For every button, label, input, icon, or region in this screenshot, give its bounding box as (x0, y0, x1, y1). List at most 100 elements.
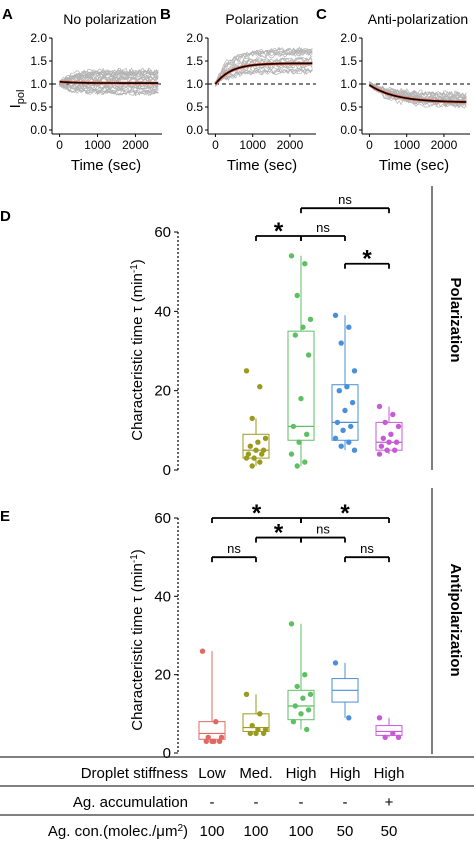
data-point (249, 415, 255, 422)
table-cell: - (254, 794, 259, 811)
trace-line (215, 56, 313, 85)
data-point (249, 722, 255, 729)
y-tick-label: 20 (154, 383, 171, 400)
data-point (344, 384, 350, 390)
y-tick-label: 0.0 (340, 123, 357, 137)
data-point (260, 730, 267, 737)
significance-label: ns (316, 220, 330, 235)
trace-line (369, 81, 467, 98)
data-point (253, 730, 259, 737)
data-point (395, 423, 402, 430)
data-point (332, 312, 339, 318)
panel-a-xlabel: Time (sec) (71, 157, 141, 174)
y-tick-label: 0.5 (186, 100, 203, 114)
significance-label: * (362, 246, 372, 273)
significance-label: * (340, 500, 350, 527)
data-point (262, 435, 269, 441)
box-iqr (375, 725, 403, 736)
data-point (290, 423, 297, 430)
data-point (288, 253, 295, 259)
data-point (243, 368, 250, 374)
x-tick-label: 0 (212, 138, 219, 152)
x-tick-label: 0 (366, 138, 373, 152)
data-point (351, 447, 358, 453)
table-cell: + (385, 794, 394, 811)
data-point (300, 324, 306, 330)
data-point (243, 455, 250, 461)
data-point (294, 683, 300, 690)
table-cell: - (343, 794, 348, 811)
data-point (307, 316, 314, 322)
y-tick-label: 1.5 (340, 54, 357, 68)
significance-label: ns (360, 541, 374, 556)
data-point (247, 443, 253, 449)
panel-a-plot: 0.0 0.5 1.0 1.5 2.0 0 1000 2000 (30, 31, 162, 152)
table-cell: Low (198, 765, 226, 782)
data-point (253, 447, 259, 453)
data-point (288, 621, 295, 627)
data-point (395, 734, 402, 740)
trace-line (59, 83, 159, 96)
data-point (216, 738, 223, 744)
panel-e-plot: 0 20 40 60 * * * ns ns ns (154, 500, 403, 762)
data-point (346, 439, 352, 445)
panel-e-side-label-group: Antipolarization (447, 563, 464, 676)
top-ylabel-main: I (7, 104, 24, 108)
data-point (300, 695, 306, 701)
trace-line (59, 84, 159, 94)
fit-line-mean (368, 84, 467, 103)
trace-line (215, 49, 313, 84)
table-row-concentration-label-main: Ag. con.(molec./μm (48, 823, 178, 840)
data-point (251, 455, 257, 461)
panel-letter-a: A (2, 6, 13, 23)
panel-e-ylabel-close: ) (129, 549, 146, 554)
table-cell: - (299, 794, 304, 811)
data-point (342, 407, 348, 414)
y-tick-label: 1.0 (186, 77, 203, 91)
table-row-accumulation-label: Ag. accumulation (73, 794, 188, 811)
data-point (205, 734, 211, 740)
data-point (199, 648, 206, 654)
significance-label: * (252, 500, 262, 527)
data-point (332, 660, 339, 666)
y-tick-label: 40 (154, 588, 171, 605)
trace-line (215, 46, 313, 86)
trace-line (59, 74, 159, 87)
data-point (243, 691, 250, 697)
significance-label: * (274, 520, 284, 547)
panel-d-ylabel-sup: -1 (129, 264, 140, 273)
data-point (332, 435, 339, 441)
data-point (259, 451, 265, 457)
table-cell: High (286, 765, 317, 782)
panel-c-xlabel: Time (sec) (379, 157, 449, 174)
panel-letter-b: B (160, 6, 171, 23)
data-point (349, 399, 356, 406)
data-point (292, 332, 298, 338)
data-point (294, 292, 300, 299)
data-point (247, 730, 253, 737)
table-cell: 100 (243, 823, 268, 840)
x-tick-label: 1000 (84, 138, 111, 152)
data-point (304, 726, 310, 733)
data-point (257, 384, 263, 390)
data-point (382, 419, 388, 426)
y-tick-label: 20 (154, 667, 171, 684)
panel-c-title: Anti-polarization (368, 11, 468, 27)
table-cell: 100 (199, 823, 224, 840)
data-point (298, 395, 304, 402)
y-tick-label: 0 (163, 462, 171, 479)
data-point (203, 738, 209, 744)
panel-d-side-label-group: Polarization (447, 277, 464, 362)
data-point (305, 707, 312, 713)
trace-line (59, 83, 159, 90)
data-point (376, 715, 383, 721)
data-point (302, 459, 308, 465)
trace-line (215, 67, 313, 87)
y-tick-label: 40 (154, 303, 171, 320)
x-tick-label: 2000 (277, 138, 304, 152)
table-row-stiffness-label: Droplet stiffness (81, 765, 188, 782)
y-tick-label: 2.0 (340, 31, 357, 45)
data-point (218, 734, 225, 740)
